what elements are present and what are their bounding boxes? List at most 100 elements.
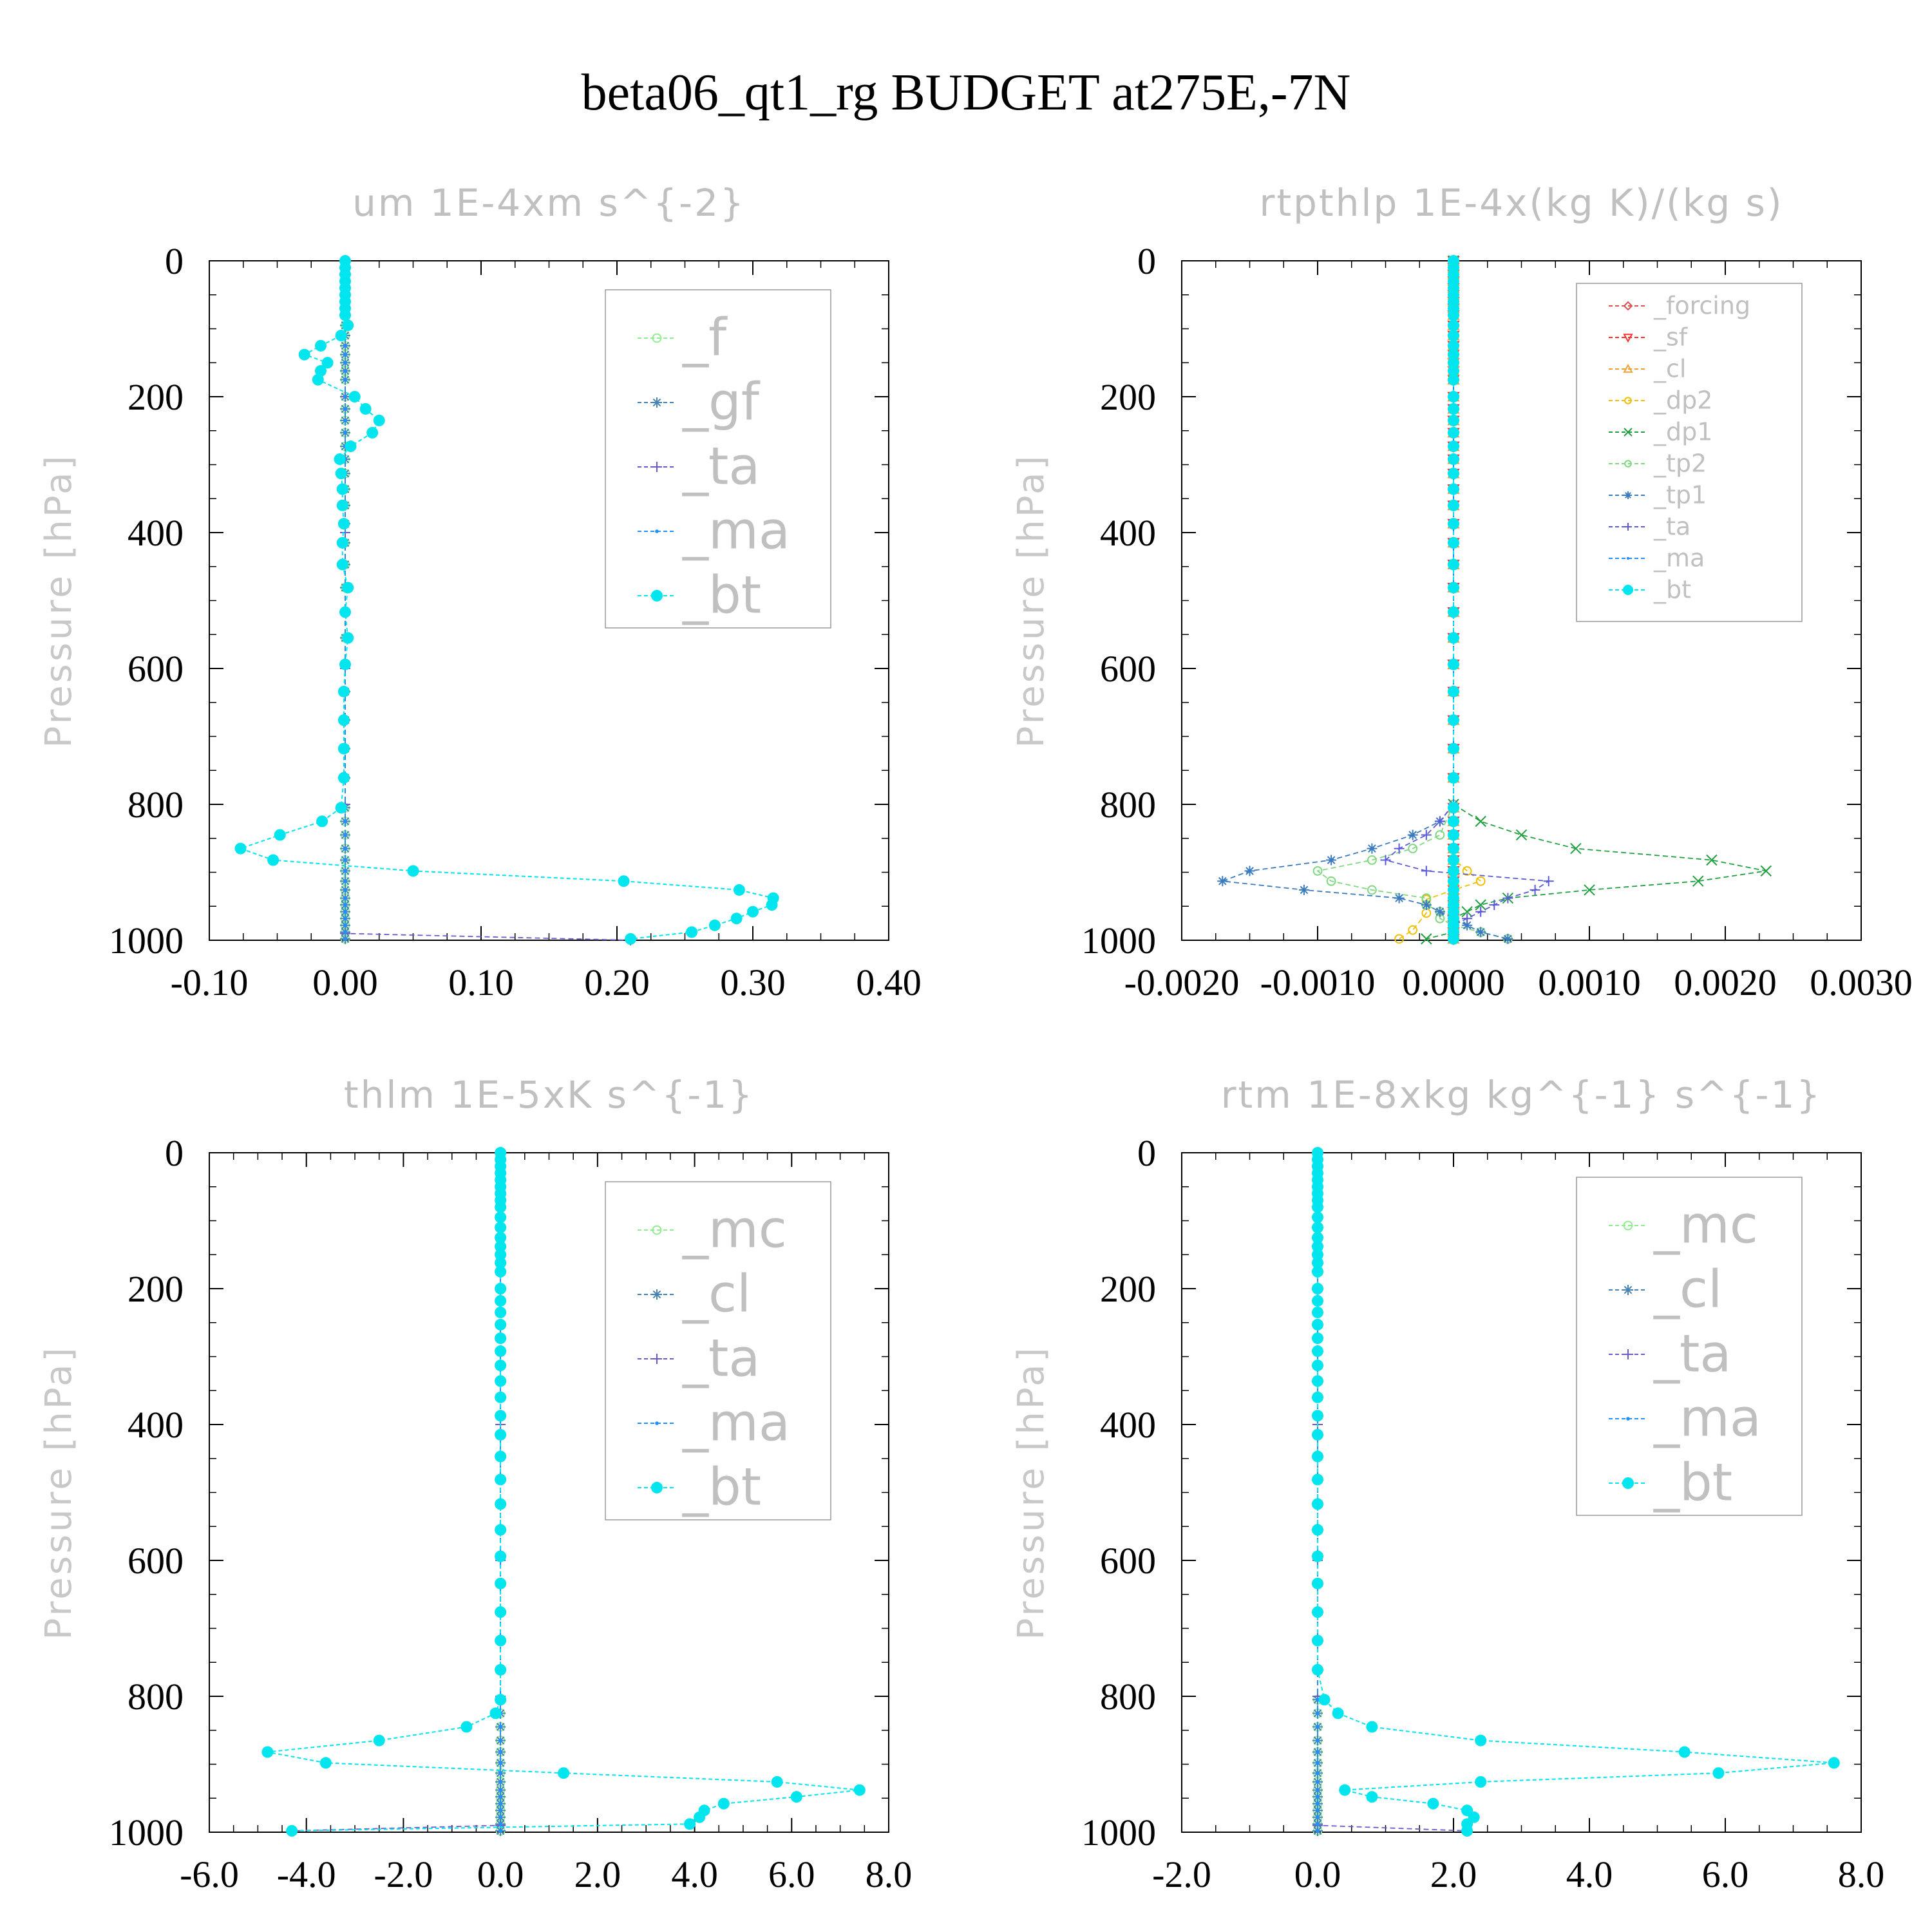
data-point <box>1448 632 1459 644</box>
data-point <box>1312 1283 1323 1294</box>
data-point <box>1448 743 1459 755</box>
data-point <box>407 865 419 877</box>
data-point <box>1312 1294 1323 1307</box>
data-point <box>366 426 379 439</box>
series-dp2 <box>1394 256 1486 944</box>
data-point <box>1312 1498 1323 1510</box>
legend-marker <box>1623 1285 1633 1295</box>
x-tick-label: -0.0020 <box>1124 961 1240 1003</box>
data-point <box>337 518 350 530</box>
data-point <box>495 1634 507 1647</box>
legend-label: _bt <box>682 1457 761 1517</box>
series-line <box>1384 261 1551 939</box>
data-point <box>343 833 347 837</box>
legend-marker <box>1624 428 1633 437</box>
legend-item: _ta <box>638 436 760 496</box>
data-point <box>343 916 347 921</box>
data-point <box>1298 884 1309 895</box>
data-point <box>267 854 279 866</box>
y-tick-label: 0 <box>1137 240 1156 282</box>
data-point <box>1408 925 1418 935</box>
data-point <box>343 819 347 824</box>
data-point <box>1316 1829 1320 1833</box>
y-tick-label: 0 <box>1137 1132 1156 1174</box>
data-point <box>1366 1791 1378 1803</box>
data-point <box>1316 1725 1320 1729</box>
data-point <box>1502 893 1513 904</box>
data-point <box>1448 772 1459 784</box>
legend-label: _ta <box>682 436 760 496</box>
data-point <box>1448 518 1459 530</box>
data-point <box>343 377 347 382</box>
data-point <box>342 582 354 594</box>
data-point <box>1448 365 1459 377</box>
x-tick-label: -0.10 <box>171 961 249 1003</box>
data-point <box>359 402 372 415</box>
data-point <box>339 658 351 670</box>
data-point <box>1312 1634 1323 1647</box>
y-axis-label: Pressure [hPa] <box>38 453 80 748</box>
data-point <box>708 919 721 931</box>
data-point <box>1312 1410 1323 1422</box>
data-point <box>1312 1345 1323 1358</box>
data-point <box>1326 876 1336 886</box>
legend-item: _bt <box>1609 1452 1732 1512</box>
data-point <box>1475 815 1486 828</box>
data-point <box>1448 829 1459 841</box>
legend-item: _tp1 <box>1609 481 1707 509</box>
data-point <box>717 1797 730 1810</box>
data-point <box>1312 1359 1323 1372</box>
data-point <box>1448 802 1459 814</box>
data-point <box>1316 1738 1320 1743</box>
data-point <box>498 1780 502 1784</box>
data-point <box>498 1771 502 1776</box>
y-tick-label: 1000 <box>1081 1812 1156 1853</box>
data-point <box>1408 844 1418 853</box>
data-point <box>495 1201 507 1213</box>
legend: _mc_cl_ta_ma_bt <box>1576 1177 1803 1516</box>
legend-box <box>605 289 831 629</box>
legend-marker <box>652 1225 662 1235</box>
data-point <box>1448 339 1459 352</box>
legend-item: _bt <box>638 1457 761 1517</box>
data-point <box>495 1577 507 1589</box>
y-tick-label: 800 <box>1100 1676 1156 1718</box>
legend-marker <box>1623 1220 1633 1231</box>
series-bt <box>1312 1147 1840 1837</box>
data-point <box>373 414 385 426</box>
data-point <box>1316 1761 1320 1765</box>
data-point <box>1394 934 1405 944</box>
data-point <box>1448 453 1459 466</box>
x-tick-label: -4.0 <box>277 1853 336 1895</box>
data-point <box>1421 900 1432 911</box>
legend-item: _ma <box>1609 1388 1761 1448</box>
data-point <box>343 361 347 365</box>
legend-label: _ma <box>682 1392 790 1452</box>
data-point <box>343 846 347 851</box>
x-tick-label: 0.0 <box>477 1853 524 1895</box>
data-point <box>1448 606 1459 618</box>
legend-label: _sf <box>1653 323 1689 352</box>
data-point <box>1462 913 1473 924</box>
legend-item: _bt <box>1609 576 1691 604</box>
data-point <box>1316 1795 1320 1799</box>
data-point <box>1316 1711 1320 1716</box>
data-point <box>1312 1240 1323 1253</box>
data-point <box>1475 906 1486 917</box>
y-tick-label: 800 <box>128 1676 184 1718</box>
data-point <box>1312 1211 1323 1224</box>
data-point <box>495 1524 507 1536</box>
series-ta <box>340 256 636 945</box>
data-point <box>274 829 286 841</box>
legend-item: _mc <box>1609 1195 1758 1255</box>
y-tick-label: 600 <box>128 1540 184 1582</box>
x-tick-label: -2.0 <box>374 1853 433 1895</box>
data-point <box>1421 933 1432 945</box>
data-point <box>1448 558 1459 571</box>
data-point <box>339 606 351 618</box>
data-point <box>1706 854 1718 866</box>
data-point <box>1367 855 1377 865</box>
data-point <box>686 926 698 938</box>
data-point <box>1462 866 1472 876</box>
